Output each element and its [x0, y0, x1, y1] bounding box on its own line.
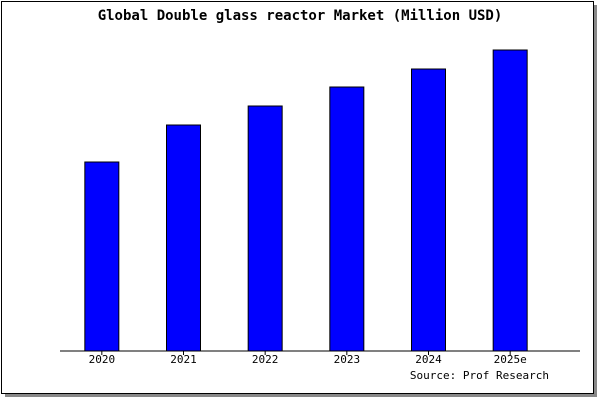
- bar: [329, 86, 365, 352]
- x-tick-label: 2025e: [494, 353, 527, 366]
- bar: [492, 49, 528, 352]
- x-tick-label: 2022: [252, 353, 279, 366]
- x-tick-label: 2023: [334, 353, 361, 366]
- bar: [84, 161, 120, 352]
- chart-title: Global Double glass reactor Market (Mill…: [98, 8, 503, 24]
- bar: [247, 105, 283, 352]
- bar: [411, 68, 446, 352]
- source-note: Source: Prof Research: [410, 369, 549, 382]
- x-tick-label: 2020: [89, 353, 116, 366]
- x-tick-label: 2024: [415, 353, 442, 366]
- bar: [166, 124, 201, 352]
- x-tick-label: 2021: [170, 353, 197, 366]
